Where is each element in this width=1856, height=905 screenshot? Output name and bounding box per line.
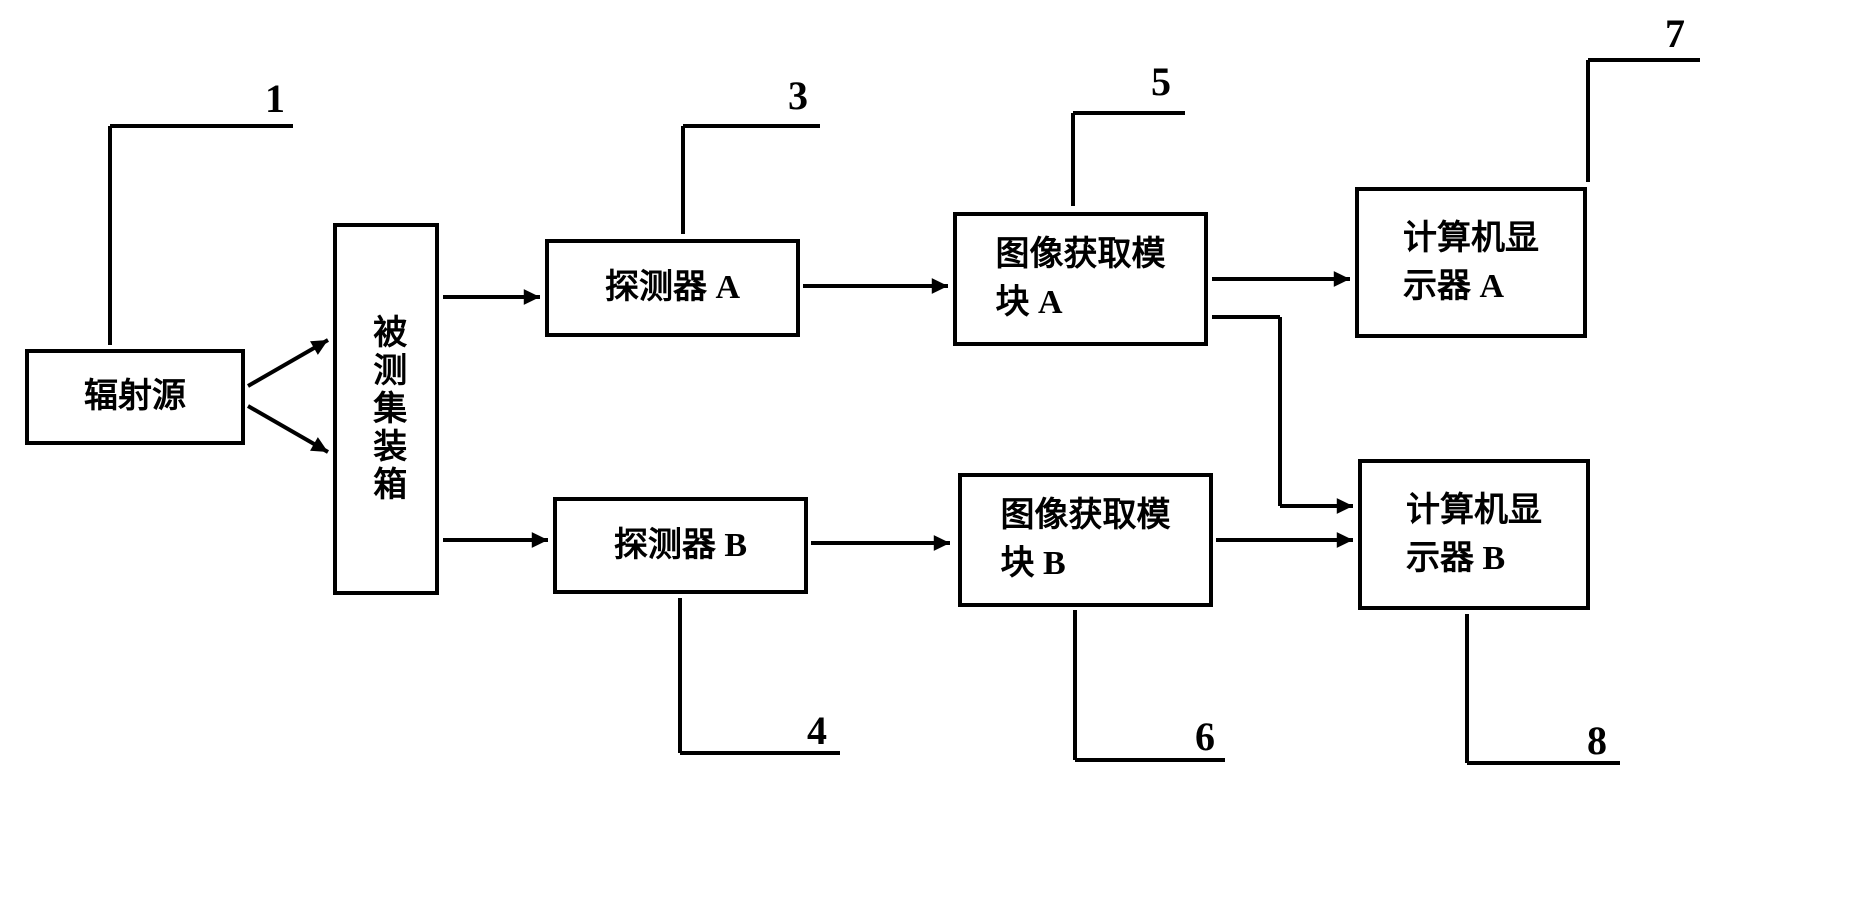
arrow-8: [0, 0, 1856, 905]
